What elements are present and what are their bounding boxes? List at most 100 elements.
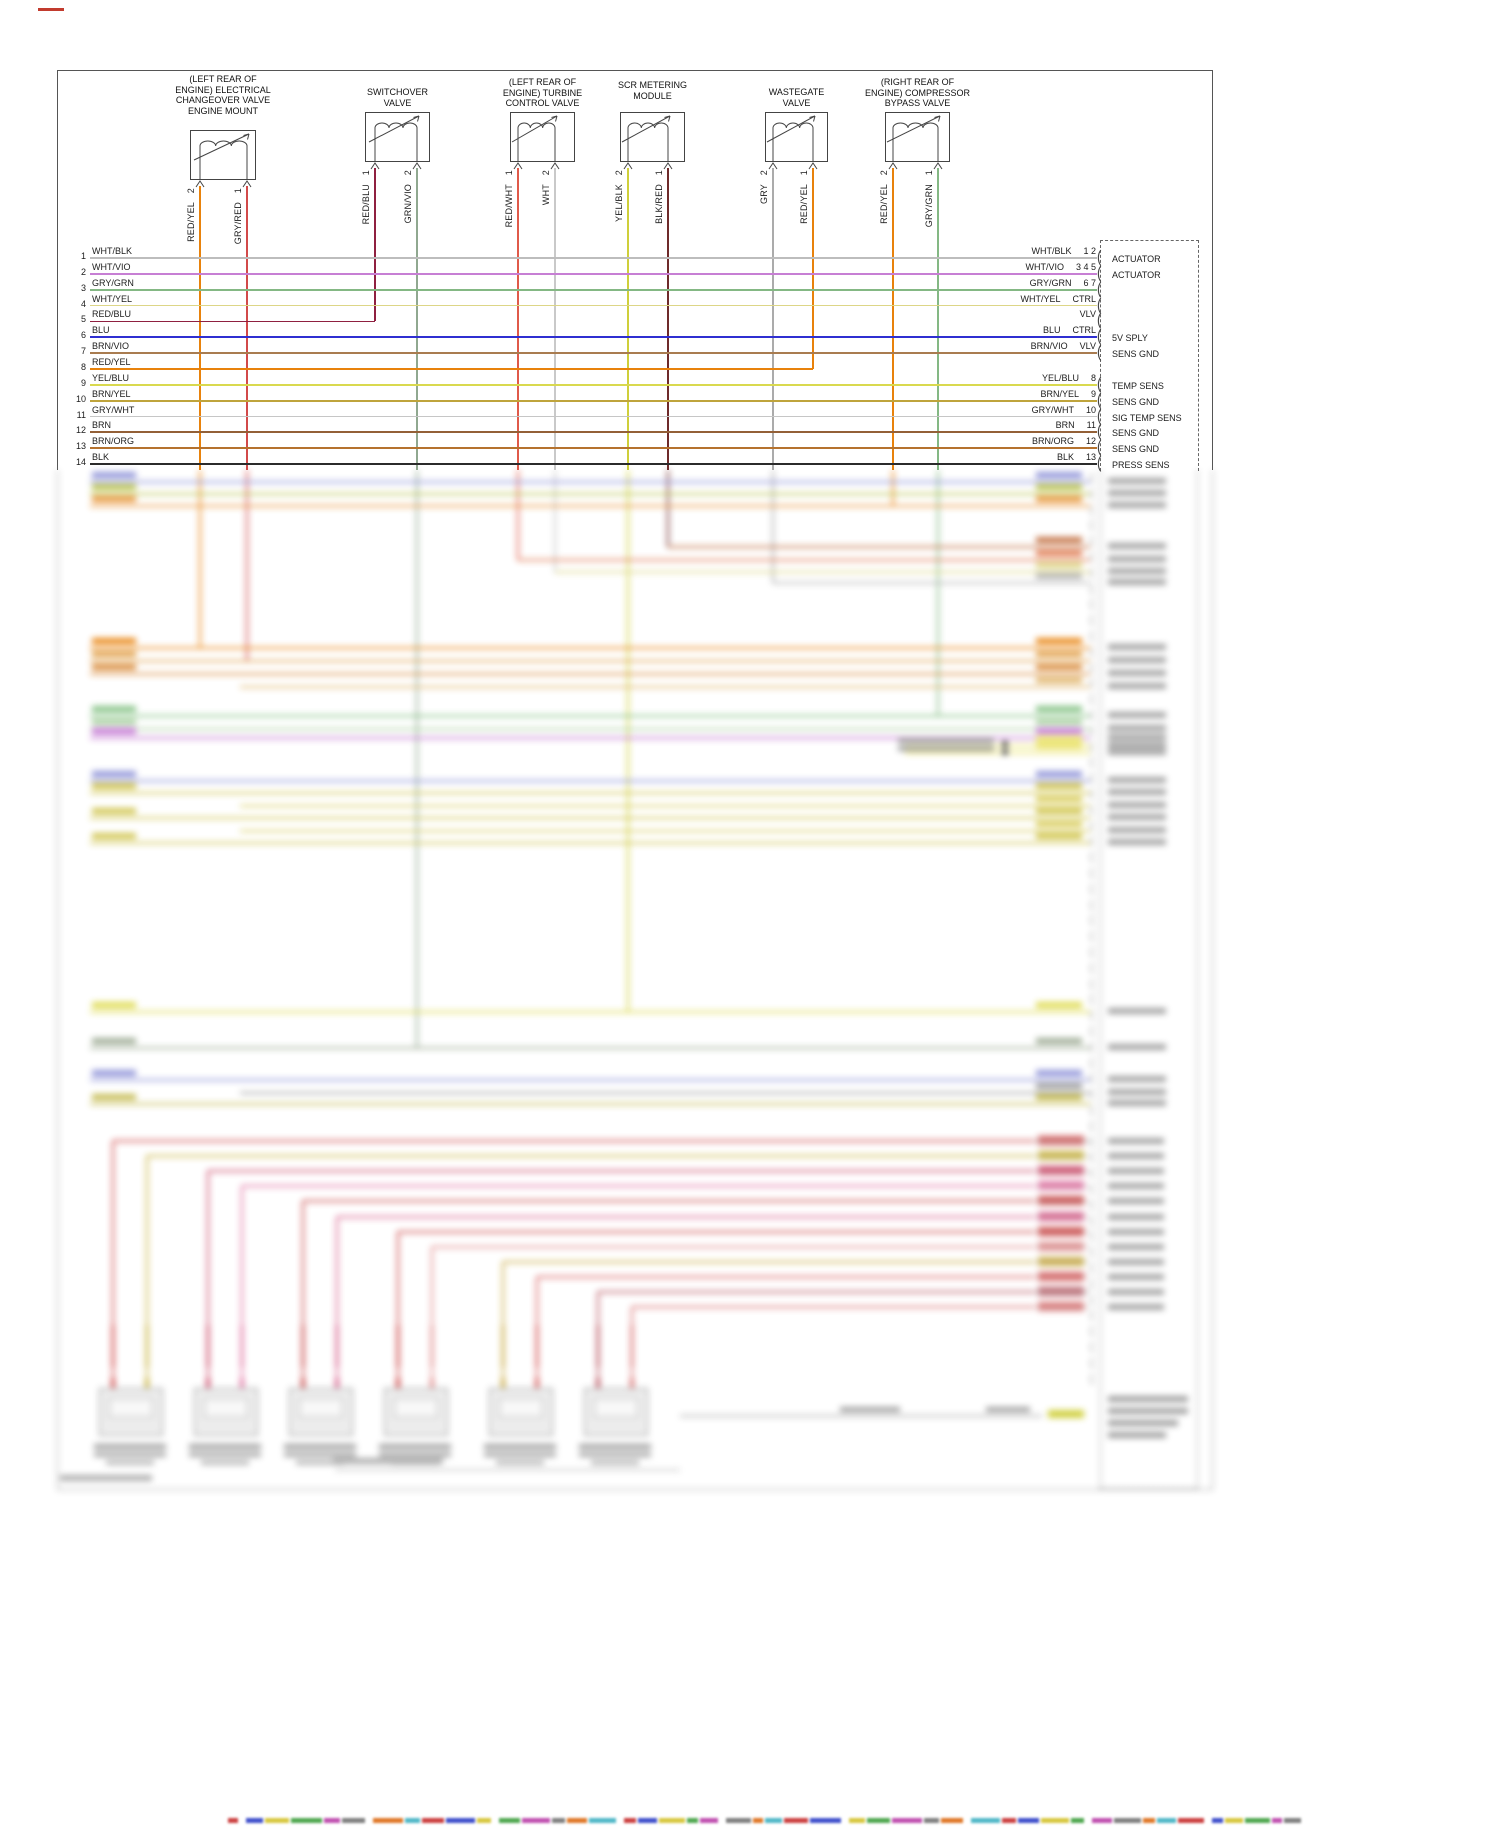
left-pin-number: 7 (80, 346, 86, 357)
pin-number: 1 (361, 170, 371, 176)
control-module-connector (1197, 470, 1198, 1488)
solenoid-valve-symbol (510, 112, 575, 170)
connector-bracket: ( (1090, 551, 1094, 563)
blurred-label (484, 1452, 556, 1457)
connector-bracket: ( (1090, 1056, 1094, 1069)
pin-id: 11 (1086, 420, 1096, 431)
connector-bracket: ( (1090, 835, 1094, 848)
connector-bracket: ( (1097, 262, 1102, 282)
blurred-label (1108, 1228, 1164, 1235)
blurred-wire-line (240, 1092, 1090, 1094)
connector-bracket: ( (1097, 373, 1102, 393)
blurred-label (1036, 496, 1082, 502)
connector-bracket: ( (1090, 772, 1094, 785)
wire-line (90, 368, 813, 370)
pin-number: 1 (654, 170, 664, 176)
connector-bracket: ( (1090, 519, 1094, 532)
blurred-wire-line (503, 1260, 1035, 1263)
connector-bracket: ( (1090, 1183, 1094, 1195)
left-wire-label: WHT/BLK (92, 246, 133, 256)
wire-line (90, 415, 1097, 418)
blurred-pin-stub (111, 1378, 115, 1388)
connector-bracket: ( (1090, 487, 1094, 500)
blurred-wire-line (668, 546, 1090, 548)
blurred-label (1108, 1420, 1178, 1426)
wire-line (90, 304, 1097, 307)
wire-vertical (772, 168, 774, 470)
blurred-wire-line (242, 1185, 1035, 1188)
pin-id: 8 (1090, 372, 1096, 383)
blurred-label (92, 706, 136, 712)
component-title: SWITCHOVER VALVE (366, 87, 428, 108)
color-segment (753, 1818, 763, 1823)
color-segment (810, 1818, 841, 1823)
color-segment (246, 1818, 263, 1823)
pin-wire-label: YEL/BLK (614, 184, 624, 222)
blurred-label (1108, 734, 1166, 740)
color-segment (422, 1818, 444, 1823)
blurred-rotated-label (396, 1325, 400, 1367)
blurred-label (1108, 1213, 1164, 1220)
blurred-wire-line (905, 745, 1090, 747)
blurred-label (1036, 1070, 1082, 1076)
blurred-pin-stub (145, 1378, 149, 1388)
wire-vertical (416, 470, 418, 1048)
right-wire-label: BRN 11 (910, 420, 1096, 430)
right-wire-label: VLV (910, 309, 1096, 319)
wire-vertical (892, 470, 894, 506)
blurred-wire-line (90, 842, 1090, 844)
left-wire-label: BLU (92, 325, 110, 336)
connector-function-label: SENS GND (1112, 444, 1160, 455)
blurred-wire-line (303, 1200, 1035, 1203)
connector-bracket: ( (1090, 693, 1094, 706)
blurred-label (898, 738, 994, 743)
solenoid-valve-symbol (885, 112, 950, 170)
component-title: (LEFT REAR OF ENGINE) ELECTRICAL CHANGEO… (175, 74, 271, 116)
junction-dot (1002, 749, 1008, 755)
blurred-label (1108, 1089, 1166, 1095)
wire-vertical (246, 470, 248, 662)
blurred-stub (1035, 1261, 1090, 1263)
connector-bracket: ( (1090, 1119, 1094, 1132)
wire-name: BRN/YEL (1040, 388, 1079, 399)
connector-bracket: ( (1097, 247, 1102, 266)
pin-wire-label: RED/WHT (504, 184, 514, 228)
blurred-label (1036, 664, 1082, 670)
color-segment (638, 1818, 657, 1823)
blurred-wire-line (90, 493, 1090, 495)
pin-wire-label: RED/YEL (799, 184, 809, 224)
left-wire-label: WHT/YEL (92, 293, 133, 304)
blurred-label (1108, 712, 1166, 718)
color-segment (1002, 1818, 1016, 1823)
blurred-label (92, 496, 136, 502)
connector-bracket: ( (1090, 709, 1094, 721)
blurred-wire-line (90, 480, 1090, 484)
control-module-connector (1100, 1488, 1197, 1489)
blurred-label (1036, 562, 1082, 568)
pin-wire-label: GRY/RED (233, 202, 243, 245)
blurred-wire-line (90, 714, 1090, 718)
blurred-label (92, 728, 136, 734)
blurred-label (1036, 1083, 1082, 1089)
left-pin-number: 5 (80, 314, 86, 325)
blurred-label (1036, 638, 1082, 644)
right-wire-label: WHT/BLK 1 2 (910, 246, 1096, 256)
connector-bracket: ( (1097, 294, 1102, 314)
blurred-label (1108, 1396, 1188, 1402)
connector-bracket: ( (1090, 756, 1094, 769)
color-segment (924, 1818, 939, 1823)
connector-bracket: ( (1090, 1341, 1094, 1353)
connector-bracket: ( (1090, 1325, 1094, 1338)
wire-line (90, 336, 1097, 339)
color-segment (228, 1818, 238, 1823)
wire-name: BLU (1042, 325, 1061, 336)
pin-wire-label: RED/YEL (186, 202, 196, 242)
wire-name: WHT/YEL (1020, 293, 1061, 304)
color-segment (1245, 1818, 1270, 1823)
blurred-label (1036, 651, 1082, 657)
connector-bracket: ( (1097, 278, 1102, 298)
wire-line (90, 431, 1097, 434)
blurred-wire-line (598, 1291, 1035, 1293)
left-pin-number: 10 (75, 393, 86, 404)
blurred-wire-line (240, 686, 1090, 688)
